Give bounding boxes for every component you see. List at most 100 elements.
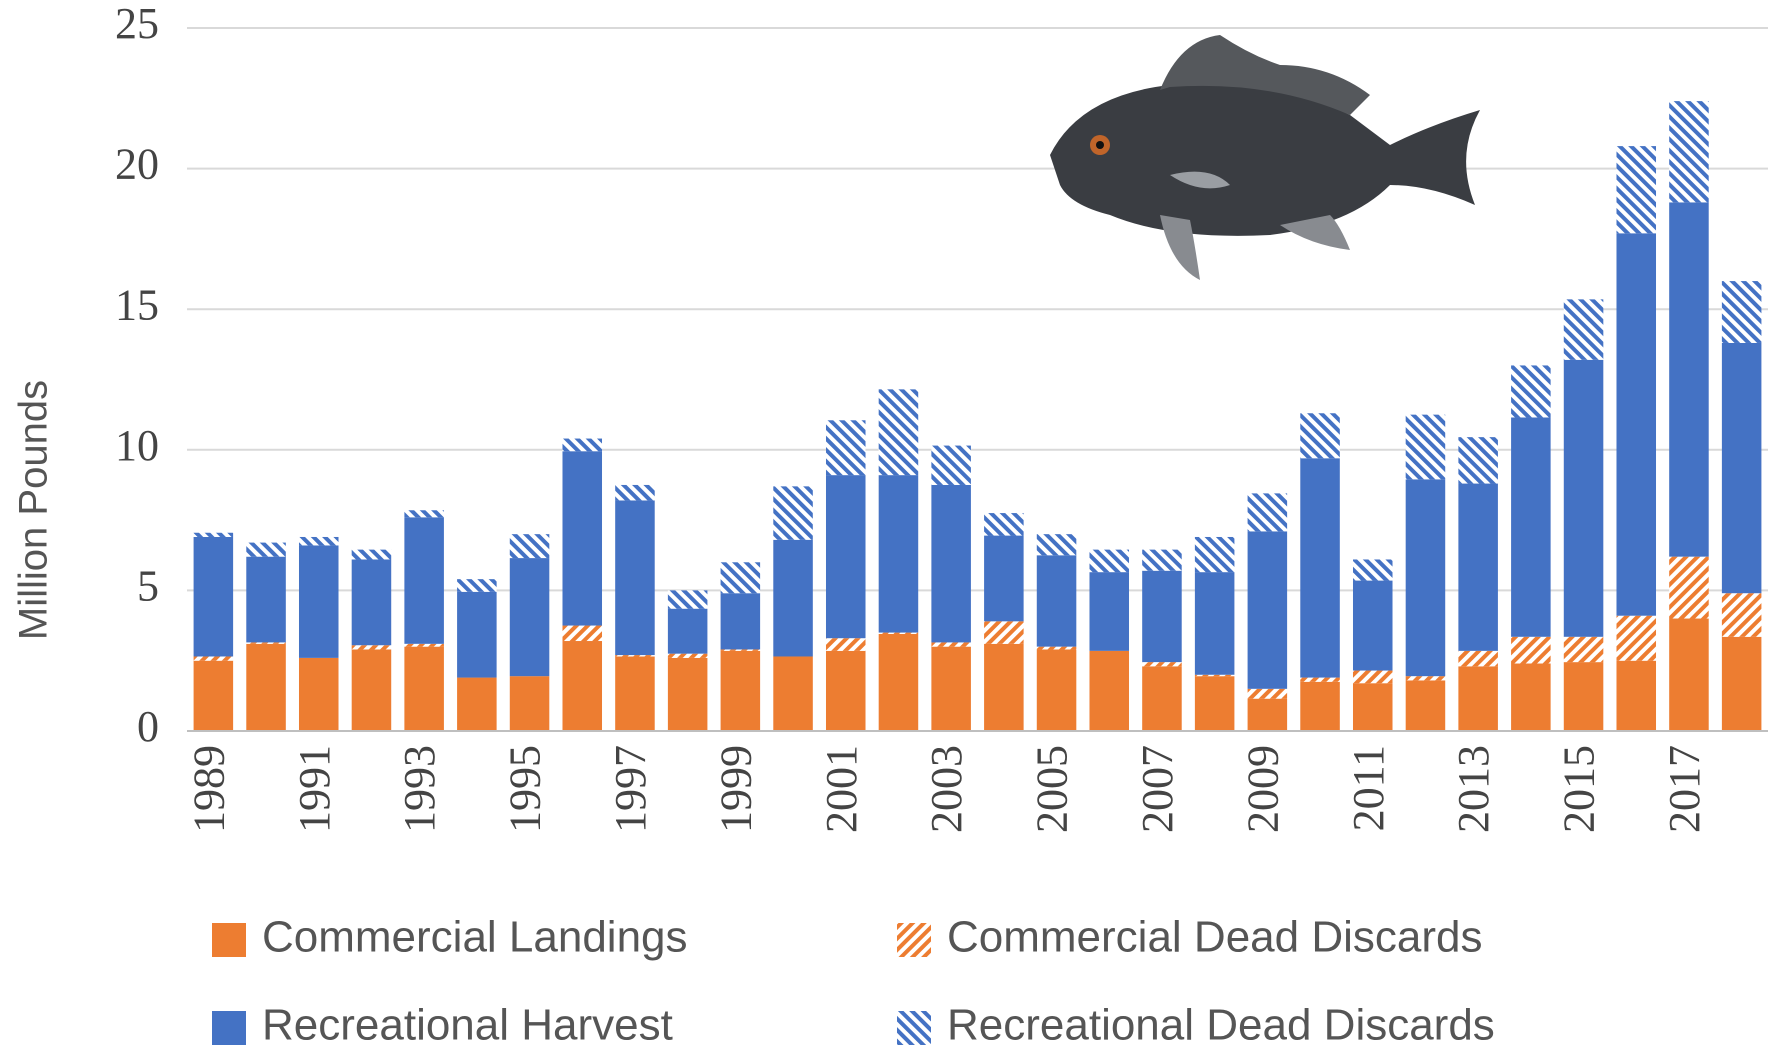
bar-segment [984, 643, 1024, 731]
legend-swatch [212, 923, 246, 957]
bar-segment [246, 542, 286, 557]
bar-segment [878, 632, 919, 634]
legend-swatch [897, 923, 931, 957]
bar-segment [1669, 101, 1709, 203]
bar-segment [1563, 299, 1604, 360]
y-tick-label: 15 [115, 280, 159, 329]
bar-segment [1352, 580, 1393, 671]
bar-segment [193, 656, 234, 661]
bar-segment [1300, 681, 1340, 731]
bar-segment [720, 650, 761, 731]
bar-segment [246, 642, 286, 644]
bar-segment [193, 660, 234, 731]
bar-segment [931, 646, 971, 731]
bar-segment [351, 645, 392, 650]
bar-segment [298, 536, 339, 546]
bar-segment [1616, 233, 1657, 616]
x-tick-label: 1999 [711, 745, 760, 833]
bar-segment [1089, 572, 1130, 651]
bar-segment [1511, 417, 1551, 637]
legend-item: Commercial Landings [212, 913, 688, 962]
bar-segment [1616, 615, 1657, 661]
bar-segment [1089, 549, 1130, 573]
bar-segment [562, 625, 603, 642]
bar-segment [1458, 437, 1498, 484]
bar-segment [878, 475, 919, 633]
bar-segment [1300, 458, 1340, 678]
bar-segment [1721, 281, 1762, 343]
bar-segment [1563, 662, 1604, 731]
x-tick-label: 1993 [395, 745, 444, 833]
bar-segment [1616, 146, 1657, 234]
bar-segment [984, 513, 1024, 536]
bar-segment [1247, 531, 1288, 689]
fish-illustration [1050, 35, 1480, 280]
bar-segment [246, 556, 286, 643]
bar-segment [1142, 662, 1182, 667]
bar-segment [615, 484, 655, 501]
bar-segment [667, 590, 708, 609]
bar-segment [457, 579, 497, 592]
bar-segment [1300, 677, 1340, 682]
bar-segment [562, 438, 603, 452]
bar-segment [1721, 593, 1762, 637]
bar-segment [404, 510, 444, 518]
bar-segment [720, 649, 761, 651]
bar-segment [825, 420, 866, 476]
x-tick-label: 2005 [1028, 745, 1077, 833]
legend-item: Recreational Harvest [212, 1001, 673, 1049]
bar-segment [193, 536, 234, 657]
bar-segment [878, 389, 919, 476]
bar-segment [1563, 636, 1604, 663]
bar-segment [457, 677, 497, 731]
bar-segment [667, 657, 708, 731]
y-tick-label: 0 [137, 702, 159, 751]
bar-segment [984, 621, 1024, 644]
x-tick-label: 2017 [1660, 745, 1709, 833]
bar-segment [615, 656, 655, 731]
bar-segment [773, 486, 813, 540]
y-tick-label: 10 [115, 421, 159, 470]
bar-segment [1405, 676, 1446, 681]
bar-segment [1142, 570, 1182, 663]
bar-segment [1300, 413, 1340, 459]
bar-segment [193, 532, 234, 537]
x-tick-label: 1991 [290, 745, 339, 833]
bar-segment [351, 549, 392, 560]
bar-segment [1194, 676, 1235, 731]
bar-segment [1511, 365, 1551, 418]
bar-segment [1194, 536, 1235, 573]
x-tick-label: 2011 [1344, 745, 1393, 831]
bar-segment [351, 559, 392, 646]
bar-segment [1563, 359, 1604, 637]
bar-segment [667, 653, 708, 658]
bar-segment [404, 646, 444, 731]
bar-segment [1721, 636, 1762, 731]
bar-segment [1247, 698, 1288, 731]
bar-segment [298, 657, 339, 731]
bar-segment [298, 545, 339, 658]
bar-segment [1511, 663, 1551, 731]
bar-segment [720, 562, 761, 594]
bar-segment [1142, 666, 1182, 731]
legend-label: Recreational Harvest [262, 1001, 673, 1049]
x-tick-label: 2015 [1555, 745, 1604, 833]
bar-segment [509, 558, 550, 677]
bar-segment [1352, 670, 1393, 684]
x-tick-label: 2003 [922, 745, 971, 833]
bar-segment [509, 534, 550, 559]
bar-segment [931, 445, 971, 485]
legend-item: Commercial Dead Discards [897, 913, 1482, 962]
y-axis-label: Million Pounds [12, 380, 56, 640]
bar-segment [878, 633, 919, 731]
bar-segment [1405, 414, 1446, 480]
bar-segment [1616, 660, 1657, 731]
bar-segment [1405, 479, 1446, 677]
bar-segment [1669, 202, 1709, 557]
bar-segment [404, 643, 444, 647]
bar-segment [825, 638, 866, 651]
bar-segment [1089, 650, 1130, 731]
bar-segment [1352, 559, 1393, 581]
legend-item: Recreational Dead Discards [897, 1001, 1495, 1049]
